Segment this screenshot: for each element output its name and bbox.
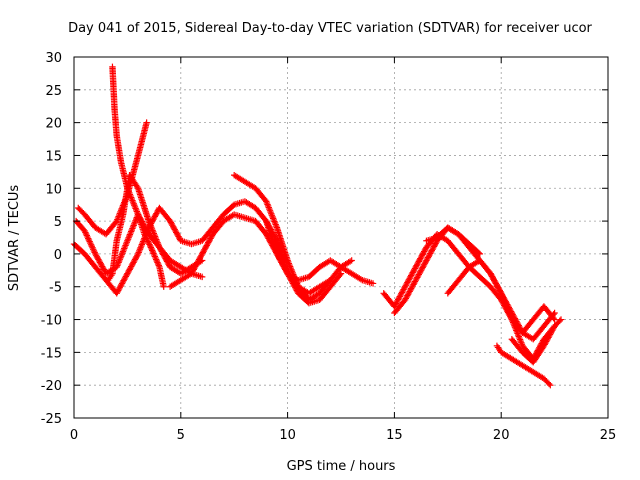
series-markers <box>444 257 558 336</box>
y-tick-label: 0 <box>54 248 62 263</box>
plot-frame <box>73 56 609 419</box>
chart-title: Day 041 of 2015, Sidereal Day-to-day VTE… <box>68 21 592 36</box>
series-track-12 <box>444 257 558 336</box>
x-tick-label: 20 <box>493 428 510 443</box>
y-tick-label: 15 <box>45 149 62 164</box>
series-markers <box>263 217 345 307</box>
series-markers <box>493 342 554 389</box>
series-track-11 <box>423 224 484 258</box>
y-tick-label: -5 <box>49 281 62 296</box>
series-track-14 <box>508 316 565 366</box>
series-markers <box>231 171 334 304</box>
axis-ticks: 0 5 10 15 20 25 -25 -20 -15 -10 -5 0 5 10 15 20 25 30 <box>41 51 617 443</box>
series-markers <box>423 224 484 258</box>
y-tick-label: 10 <box>45 182 62 197</box>
y-tick-label: 25 <box>45 84 62 99</box>
x-axis-label: GPS time / hours <box>287 459 396 474</box>
y-tick-label: -10 <box>41 314 62 329</box>
y-tick-label: -15 <box>41 346 62 361</box>
y-axis-label: SDTVAR / TECUs <box>7 185 22 292</box>
x-tick-label: 25 <box>600 428 617 443</box>
y-tick-label: 20 <box>45 117 62 132</box>
x-tick-label: 15 <box>386 428 403 443</box>
y-tick-label: 5 <box>54 215 62 230</box>
x-tick-label: 0 <box>70 428 78 443</box>
grid <box>74 57 608 418</box>
y-tick-label: 30 <box>45 51 62 66</box>
series-markers <box>109 63 206 281</box>
series-track-5 <box>109 63 206 281</box>
series-track-13 <box>493 342 554 389</box>
series-track-8 <box>263 217 345 307</box>
x-tick-label: 5 <box>177 428 185 443</box>
y-tick-label: -20 <box>41 379 62 394</box>
y-tick-label: -25 <box>41 412 62 427</box>
x-tick-label: 10 <box>279 428 296 443</box>
series-track-7 <box>231 171 334 304</box>
series-markers <box>508 316 565 366</box>
